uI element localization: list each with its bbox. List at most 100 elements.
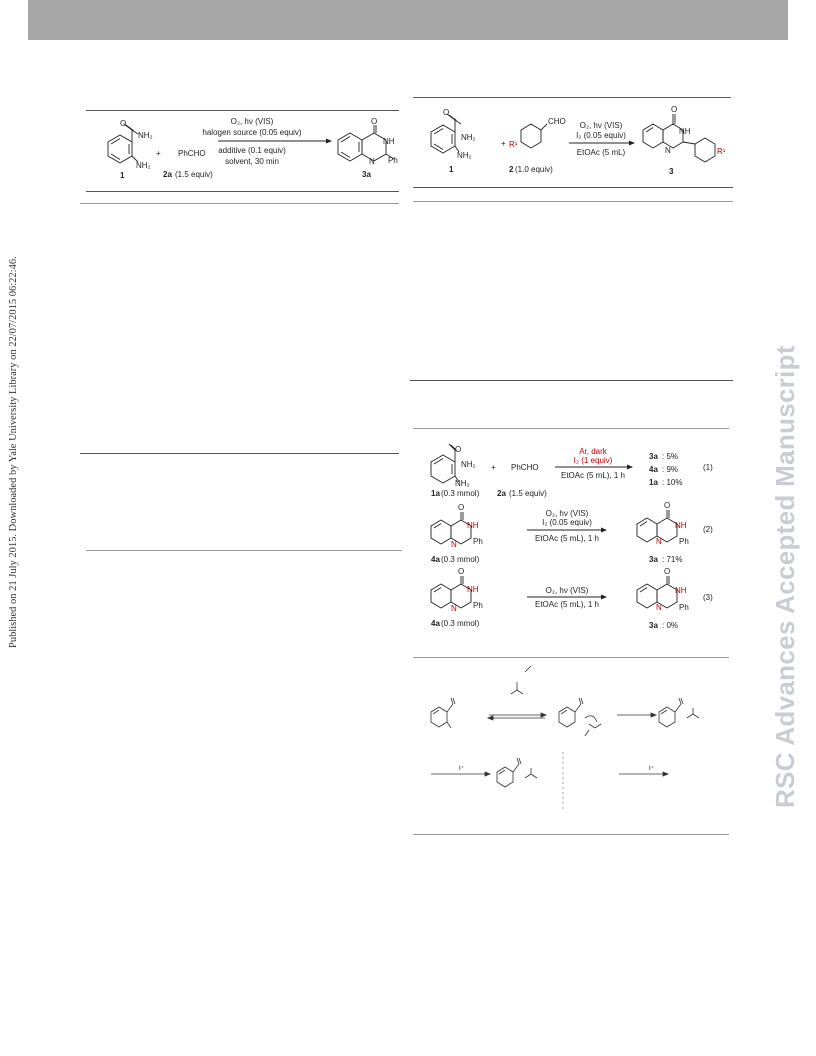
compound-label-1: 1 [449,165,454,174]
amount-4a: (0.3 mmol) [441,619,480,628]
compound-label-1: 1 [120,171,125,180]
atom-nh: NH [467,521,479,530]
amount-1a: (0.3 mmol) [441,489,480,498]
plus-sign: + [501,139,506,148]
table-top-rule [86,110,399,111]
compound-label-4a: 4a [431,619,440,628]
atom-ph: Ph [388,156,398,165]
reactant-4a-structure [430,576,472,609]
table2-bottom-rule [410,380,733,381]
compound-label-1a: 1a [431,489,440,498]
product-3a-structure [636,576,678,609]
atom-o: O [671,105,677,114]
benzene-ring [658,706,676,728]
atom-n: N [665,146,671,155]
table-header-rule-2 [80,203,399,204]
compound-label-3a: 3a [362,170,371,179]
atom-n: N [451,540,457,549]
condition-bottom: EtOAc (5 mL), 1 h [535,600,599,609]
table2-top-rule [413,97,731,98]
table2-header-rule-1 [413,187,733,188]
condition-top-2: halogen source (0.05 equiv) [202,128,302,137]
condition-o2: O₂, hν (VIS) [546,586,589,595]
compound-label-2a: 2a [163,170,172,179]
atom-o: O [455,445,461,454]
atom-ph: Ph [679,537,689,546]
condition-i2: I₂ (0.05 equiv) [542,518,592,527]
reactant-4a-structure [430,512,472,545]
plus-sign: + [491,463,496,472]
footnote-rule [86,550,402,551]
atom-o: O [443,108,449,117]
atom-nh: NH [383,137,395,146]
anthranilamide-structure [430,113,462,154]
control-experiments-scheme: O NH₂ NH₂ 1a (0.3 mmol) + PhCHO 2a (1.5 … [430,443,713,630]
amount-4a: (0.3 mmol) [441,555,480,564]
mechanism-top-rule [413,657,729,658]
equiv-2a: (1.5 equiv) [175,170,213,179]
product-3-structure [642,114,716,163]
equiv-2a: (1.5 equiv) [509,489,547,498]
substituent-r1: R¹ [509,140,518,149]
condition-top-1: O₂, hν (VIS) [580,121,623,130]
condition-ar-dark: Ar, dark [579,447,608,456]
publication-info-text: Published on 21 July 2015. Downloaded by… [8,256,19,648]
atom-nh2: NH₂ [461,460,476,469]
condition-top-1: O₂, hν (VIS) [231,117,274,126]
reactant-1a-structure [430,443,460,484]
result-value: : 5% [662,452,678,461]
table-header-rule-1 [86,191,399,192]
result-value: : 10% [662,478,682,487]
atom-nh: NH [467,585,479,594]
anthranilamide-structure [107,123,139,164]
compound-label-3a: 3a [649,555,658,564]
atom-nh2-bottom: NH₂ [457,151,472,160]
condition-i2: I₂ (1 equiv) [574,456,613,465]
atom-nh2: NH₂ [455,479,470,488]
atom-nh: NH [675,586,687,595]
aldehyde-structure [520,123,548,149]
atom-ph: Ph [679,603,689,612]
result-label: 4a [649,465,658,474]
atom-nh: NH [679,127,691,136]
atom-n: N [369,157,375,166]
table2-header-rule-2 [413,201,733,202]
aldehyde-cho: CHO [548,117,566,126]
equation-number: (2) [703,525,713,534]
result-value: : 9% [662,465,678,474]
scheme-right: O NH₂ NH₂ 1 + R¹ CHO 2 (1.0 equiv) O₂, h… [430,105,726,176]
compound-label-3: 3 [669,167,674,176]
atom-n: N [451,604,457,613]
equation-number: (3) [703,593,713,602]
equation-number: (1) [703,463,713,472]
benzene-ring [496,766,514,788]
arrow-label: I⁺ [459,765,464,772]
result-label: 1a [649,478,658,487]
result-label: 3a [649,452,658,461]
condition-top-2: I₂ (0.05 equiv) [576,131,626,140]
compound-label-3a: 3a [649,621,658,630]
condition-bottom: EtOAc (5 mL), 1 h [561,471,625,480]
atom-o: O [458,567,464,576]
atom-nh: NH [675,521,687,530]
compound-label-2a: 2a [497,489,506,498]
atom-n: N [656,603,662,612]
atom-ph: Ph [473,537,483,546]
plus-sign: + [156,149,161,158]
atom-o: O [664,567,670,576]
benzene-ring [558,706,576,728]
atom-nh2-bottom: NH₂ [136,161,151,170]
yield-value: : 0% [662,621,678,630]
scheme-left: O NH₂ NH₂ 1 + PhCHO 2a (1.5 equiv) O₂, h… [107,117,398,180]
reactant-phcho: PhCHO [511,463,539,472]
atom-nh2-top: NH₂ [138,131,153,140]
mechanism-bottom-rule [413,834,729,835]
atom-o: O [120,119,126,128]
scheme-top-rule [413,428,729,429]
header-bar [28,0,788,40]
atom-n: N [656,537,662,546]
compound-label-2: 2 [509,165,514,174]
watermark-text: RSC Advances Accepted Manuscript [770,345,800,808]
atom-ph: Ph [473,601,483,610]
atom-o: O [664,501,670,510]
